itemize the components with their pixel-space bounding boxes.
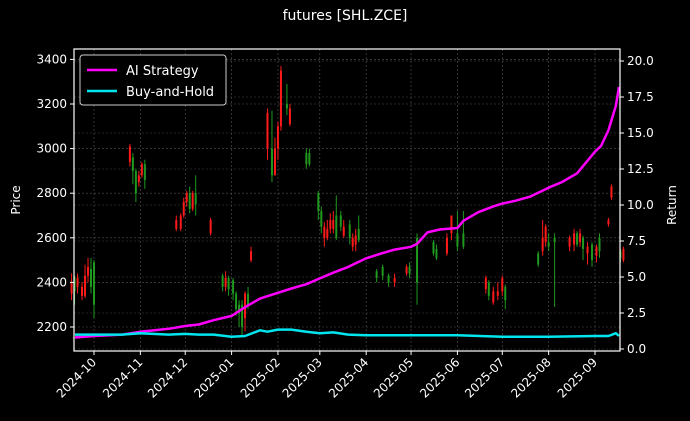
x-tick-label: 2025-02 (238, 355, 283, 400)
series-line (74, 86, 621, 339)
y-tick-label: 2200 (36, 320, 67, 334)
return-lines (74, 86, 621, 339)
legend-box (79, 54, 227, 106)
y-tick-label: 2800 (36, 186, 67, 200)
y-tick-label: 2600 (36, 231, 67, 245)
y-axis-label: Price (9, 185, 23, 214)
y-right-tick-label: 10.0 (627, 198, 654, 212)
x-tick-label: 2025-04 (326, 355, 371, 400)
x-tick-label: 2024-12 (145, 355, 190, 400)
y-right-tick-label: 12.5 (627, 162, 654, 176)
axes-frame (73, 48, 621, 352)
y-right-tick-label: 15.0 (627, 126, 654, 140)
x-tick-label: 2025-06 (417, 355, 462, 400)
candlesticks (70, 66, 625, 336)
x-tick-label: 2025-09 (555, 355, 600, 400)
x-tick-label: 2024-11 (100, 355, 145, 400)
y-right-tick-label: 0.0 (627, 342, 646, 356)
x-tick-label: 2025-07 (462, 355, 507, 400)
y-tick-label: 3400 (36, 52, 67, 66)
x-tick-label: 2025-01 (191, 355, 236, 400)
x-tick-label: 2024-10 (54, 355, 99, 400)
y-axis-right: 0.0 2.5 5.0 7.5 10.0 12.5 15.0 17.5 20.0 (620, 54, 654, 356)
y-right-tick-label: 7.5 (627, 234, 646, 248)
x-tick-label: 2025-08 (508, 355, 553, 400)
y-tick-label: 3200 (36, 97, 67, 111)
chart-title: futures [SHL.ZCE] (282, 8, 408, 24)
legend: AI Strategy Buy-and-Hold (79, 54, 227, 106)
grid-lines (74, 49, 620, 351)
legend-label-ai-strategy: AI Strategy (126, 64, 199, 79)
y-axis-left: 2200 2400 2600 2800 3000 3200 3400 (36, 52, 74, 334)
y-right-tick-label: 20.0 (627, 54, 654, 68)
y-axis-right-label: Return (665, 185, 679, 225)
x-axis: 2024-10 2024-11 2024-12 2025-01 2025-022025-… (54, 351, 600, 401)
series-line (75, 328, 620, 339)
y-tick-label: 3000 (36, 142, 67, 156)
y-right-tick-label: 2.5 (627, 306, 646, 320)
x-tick-label: 2025-03 (280, 355, 325, 400)
x-tick-label: 2025-05 (371, 355, 416, 400)
legend-label-buy-and-hold: Buy-and-Hold (126, 85, 214, 100)
y-tick-label: 2400 (36, 275, 67, 289)
y-right-tick-label: 5.0 (627, 270, 646, 284)
y-right-tick-label: 17.5 (627, 90, 654, 104)
